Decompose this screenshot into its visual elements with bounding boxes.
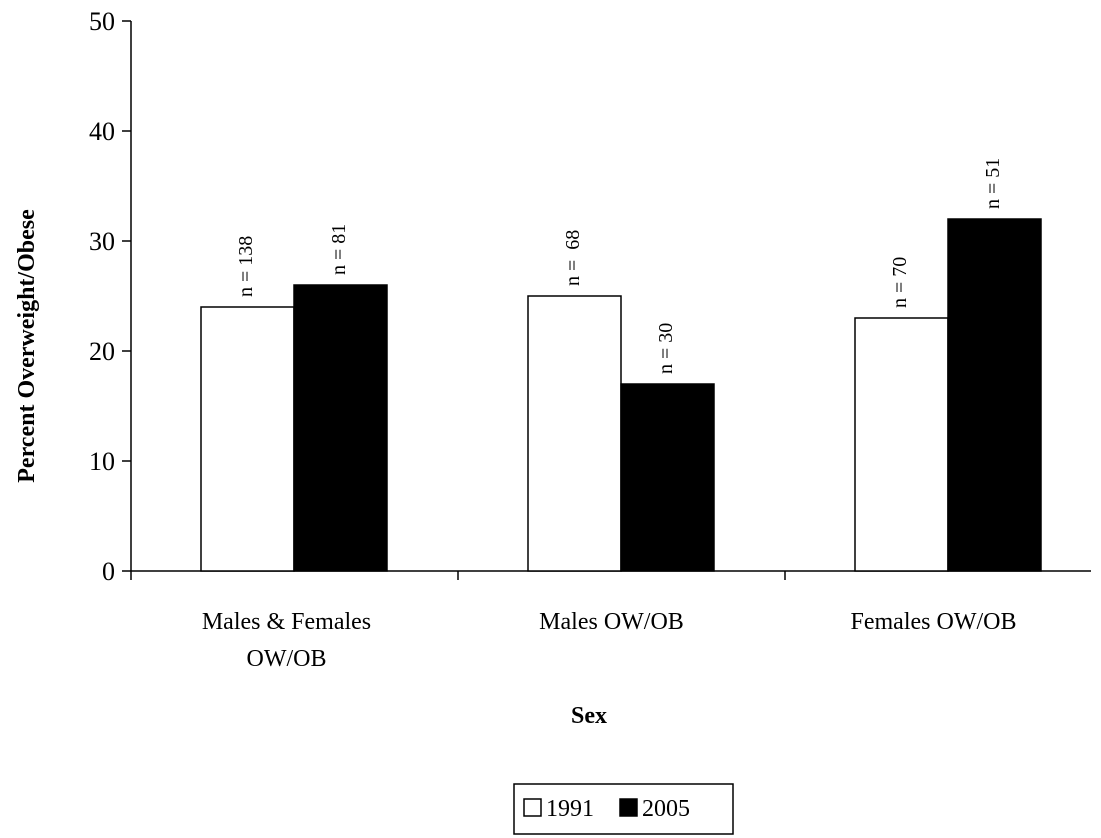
bar-1991-0 (200, 306, 295, 572)
legend-swatch-2005 (619, 798, 638, 817)
legend-label: 1991 (546, 796, 594, 822)
y-tick-label: 20 (89, 337, 115, 366)
data-label: n = 81 (328, 224, 350, 275)
y-tick-label: 10 (89, 447, 115, 476)
data-labels: n = 138 n = 68 n = 70 n = 81 n = 30 n = 51 (235, 158, 1004, 374)
bar-1991-2 (854, 317, 949, 572)
y-tick-label: 50 (89, 7, 115, 36)
data-label: n = 51 (982, 158, 1004, 209)
y-tick-label: 40 (89, 117, 115, 146)
data-label: n = 70 (889, 257, 911, 308)
bar-2005-1 (620, 383, 715, 572)
category-label: Males OW/OB (539, 609, 684, 635)
legend-label: 2005 (642, 796, 690, 822)
legend-swatch-1991 (523, 798, 542, 817)
category-label: Females OW/OB (851, 609, 1017, 635)
bars (200, 218, 1042, 572)
bar-1991-1 (527, 295, 622, 572)
category-labels: Males & Females OW/OB Males OW/OB Females O… (202, 609, 1017, 672)
data-label: n = 68 (562, 230, 584, 286)
y-tick-label: 30 (89, 227, 115, 256)
x-axis-title: Sex (571, 703, 607, 729)
category-label: Males & Females (202, 609, 371, 635)
y-axis-title: Percent Overweight/Obese (14, 209, 40, 483)
y-axis: 0 10 20 30 40 50 (89, 7, 132, 586)
bar-2005-0 (293, 284, 388, 572)
legend: 1991 2005 (513, 783, 734, 835)
data-label: n = 138 (235, 236, 257, 297)
data-label: n = 30 (655, 323, 677, 374)
y-tick-label: 0 (102, 557, 115, 586)
category-label: OW/OB (247, 646, 327, 672)
x-axis (130, 570, 1091, 580)
bar-2005-2 (947, 218, 1042, 572)
